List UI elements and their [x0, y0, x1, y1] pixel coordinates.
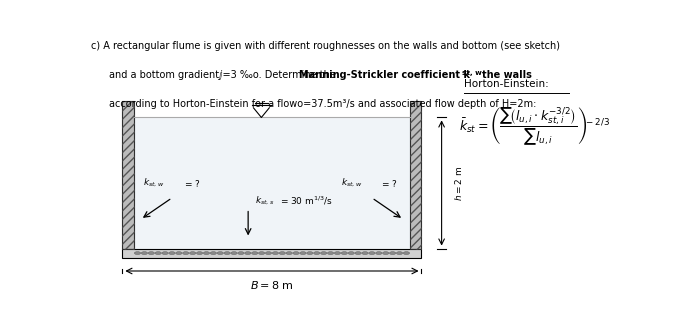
Text: Horton-Einstein:: Horton-Einstein: [464, 79, 548, 89]
Text: and a bottom gradientⅉ=3 ‰o. Determine the: and a bottom gradientⅉ=3 ‰o. Determine t… [109, 70, 336, 80]
Circle shape [141, 252, 148, 255]
Circle shape [204, 252, 210, 255]
Circle shape [300, 252, 306, 255]
Polygon shape [134, 117, 410, 248]
Circle shape [369, 252, 375, 255]
Circle shape [258, 252, 265, 255]
Text: the walls: the walls [482, 70, 532, 80]
Circle shape [197, 252, 203, 255]
Circle shape [327, 252, 334, 255]
Circle shape [342, 252, 348, 255]
Circle shape [162, 252, 168, 255]
Circle shape [265, 252, 272, 255]
Circle shape [217, 252, 223, 255]
Circle shape [189, 252, 196, 255]
Text: $= ?$: $= ?$ [183, 178, 200, 189]
Circle shape [182, 252, 189, 255]
Circle shape [389, 252, 395, 255]
Circle shape [348, 252, 354, 255]
Circle shape [231, 252, 237, 255]
Circle shape [135, 252, 141, 255]
Circle shape [273, 252, 279, 255]
Circle shape [279, 252, 285, 255]
Circle shape [286, 252, 292, 255]
Circle shape [396, 252, 403, 255]
Circle shape [245, 252, 251, 255]
Text: $h = 2\ \mathrm{m}$: $h = 2\ \mathrm{m}$ [454, 165, 464, 201]
Circle shape [403, 252, 410, 255]
Circle shape [362, 252, 368, 255]
Text: c) A rectangular flume is given with different roughnesses on the walls and bott: c) A rectangular flume is given with dif… [91, 41, 559, 51]
Circle shape [176, 252, 182, 255]
Circle shape [376, 252, 382, 255]
Text: $B = 8\ \mathrm{m}$: $B = 8\ \mathrm{m}$ [250, 279, 294, 291]
Circle shape [148, 252, 154, 255]
Text: st, w: st, w [462, 70, 482, 76]
Text: according to Horton-Einstein for a flowᴏ=37.5m³/s and associated flow depth of H: according to Horton-Einstein for a flowᴏ… [109, 99, 537, 109]
Text: $k_{st,w}$: $k_{st,w}$ [341, 177, 363, 189]
Text: Manning-Strickler coefficient k: Manning-Strickler coefficient k [298, 70, 470, 80]
Circle shape [334, 252, 341, 255]
Text: $= ?$: $= ?$ [380, 178, 397, 189]
Circle shape [210, 252, 217, 255]
Text: $k_{st,s}$: $k_{st,s}$ [255, 194, 275, 207]
Circle shape [320, 252, 327, 255]
Circle shape [238, 252, 244, 255]
Text: $\bar{k}_{st} = \left(\dfrac{\sum\!\left(l_{u,i} \cdot k_{st,i}^{-3/2}\right)}{\: $\bar{k}_{st} = \left(\dfrac{\sum\!\left… [458, 106, 610, 149]
Polygon shape [122, 248, 421, 258]
Circle shape [355, 252, 361, 255]
Circle shape [382, 252, 389, 255]
Circle shape [224, 252, 230, 255]
Circle shape [293, 252, 299, 255]
Circle shape [313, 252, 320, 255]
Polygon shape [410, 100, 421, 248]
Text: $= 30\ \mathrm{m^{1/3}/s}$: $= 30\ \mathrm{m^{1/3}/s}$ [279, 194, 333, 207]
Circle shape [169, 252, 175, 255]
Text: $k_{st,w}$: $k_{st,w}$ [143, 177, 165, 189]
Circle shape [155, 252, 161, 255]
Circle shape [307, 252, 313, 255]
Circle shape [251, 252, 258, 255]
Polygon shape [122, 100, 134, 248]
